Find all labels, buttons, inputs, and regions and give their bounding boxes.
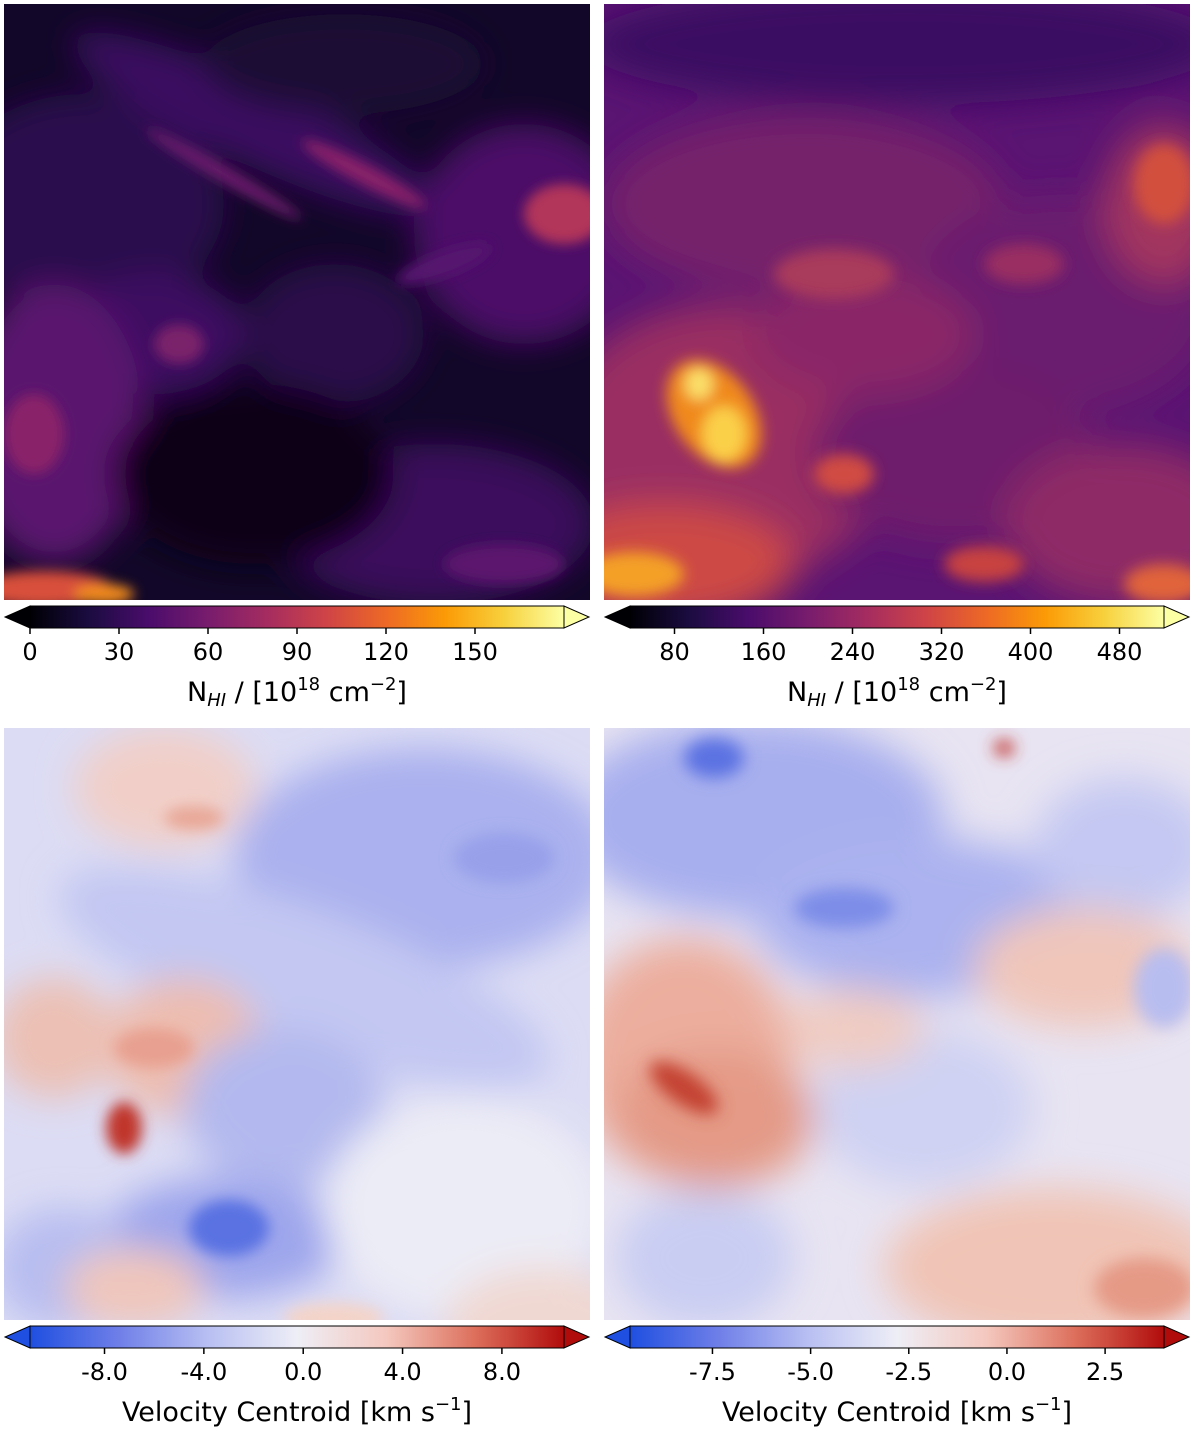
colorbar-extend-low	[3, 605, 31, 629]
vc-left-map	[4, 728, 590, 1320]
colorbar-gradient	[29, 1325, 565, 1349]
colorbar-extend-low	[603, 605, 631, 629]
colorbar-gradient	[629, 1325, 1165, 1349]
colorbar-gradient	[629, 605, 1165, 629]
nhi-right-map	[604, 4, 1190, 600]
nhi-left-image	[4, 4, 590, 600]
nhi-right-colorbar-svg: 80 160 240 320 400 480	[603, 605, 1191, 666]
colorbar-tick-label: 480	[1097, 638, 1143, 666]
nhi-left-map	[4, 4, 590, 600]
vc-right-colorbar-label: Velocity Centroid [km s−1]	[721, 1394, 1073, 1428]
colorbar-tick-label: 0	[22, 638, 37, 666]
colorbar-tick-label: -8.0	[81, 1358, 128, 1386]
colorbar-tick-label: 240	[830, 638, 876, 666]
colorbar-tick-label: 0.0	[284, 1358, 322, 1386]
colorbar-extend-high	[1163, 1325, 1191, 1349]
nhi-right-colorbar: 80 160 240 320 400 480 NHI / [1018 cm−2]	[603, 604, 1191, 711]
colorbar-tick-label: 150	[452, 638, 498, 666]
vc-right-image	[604, 728, 1190, 1320]
vc-right-colorbar: -7.5 -5.0 -2.5 0.0 2.5 Velocity Centroid [km…	[603, 1324, 1191, 1428]
colorbar-tick-label: 0.0	[988, 1358, 1026, 1386]
colorbar-tick-label: 30	[104, 638, 135, 666]
nhi-right-image	[604, 4, 1190, 600]
colorbar-tick-label: 160	[741, 638, 787, 666]
vc-right-colorbar-svg: -7.5 -5.0 -2.5 0.0 2.5	[603, 1325, 1191, 1386]
nhi-left-colorbar: 0 30 60 90 120 150 NHI / [1018 cm−2]	[3, 604, 591, 711]
colorbar-tick-label: 90	[282, 638, 313, 666]
nhi-left-colorbar-label: NHI / [1018 cm−2]	[187, 674, 407, 711]
colorbar-extend-low	[603, 1325, 631, 1349]
colorbar-extend-high	[563, 1325, 591, 1349]
nhi-left-colorbar-svg: 0 30 60 90 120 150	[3, 605, 591, 666]
colorbar-gradient	[29, 605, 565, 629]
colorbar-extend-high	[563, 605, 591, 629]
vc-right-map	[604, 728, 1190, 1320]
colorbar-tick-label: 80	[659, 638, 690, 666]
colorbar-tick-label: -5.0	[787, 1358, 834, 1386]
colorbar-extend-high	[1163, 605, 1191, 629]
colorbar-tick-label: -4.0	[180, 1358, 227, 1386]
vc-left-colorbar-svg: -8.0 -4.0 0.0 4.0 8.0	[3, 1325, 591, 1386]
colorbar-tick-label: 4.0	[383, 1358, 421, 1386]
nhi-right-colorbar-label: NHI / [1018 cm−2]	[787, 674, 1007, 711]
colorbar-tick-label: 60	[193, 638, 224, 666]
colorbar-extend-low	[3, 1325, 31, 1349]
colorbar-tick-label: 2.5	[1086, 1358, 1124, 1386]
colorbar-tick-label: 400	[1008, 638, 1054, 666]
colorbar-tick-label: -7.5	[689, 1358, 736, 1386]
vc-left-image	[4, 728, 590, 1320]
vc-left-colorbar-label: Velocity Centroid [km s−1]	[121, 1394, 473, 1428]
colorbar-tick-label: 8.0	[483, 1358, 521, 1386]
vc-left-colorbar: -8.0 -4.0 0.0 4.0 8.0 Velocity Centroid [km …	[3, 1324, 591, 1428]
colorbar-tick-label: -2.5	[885, 1358, 932, 1386]
colorbar-tick-label: 120	[363, 638, 409, 666]
colorbar-tick-label: 320	[919, 638, 965, 666]
